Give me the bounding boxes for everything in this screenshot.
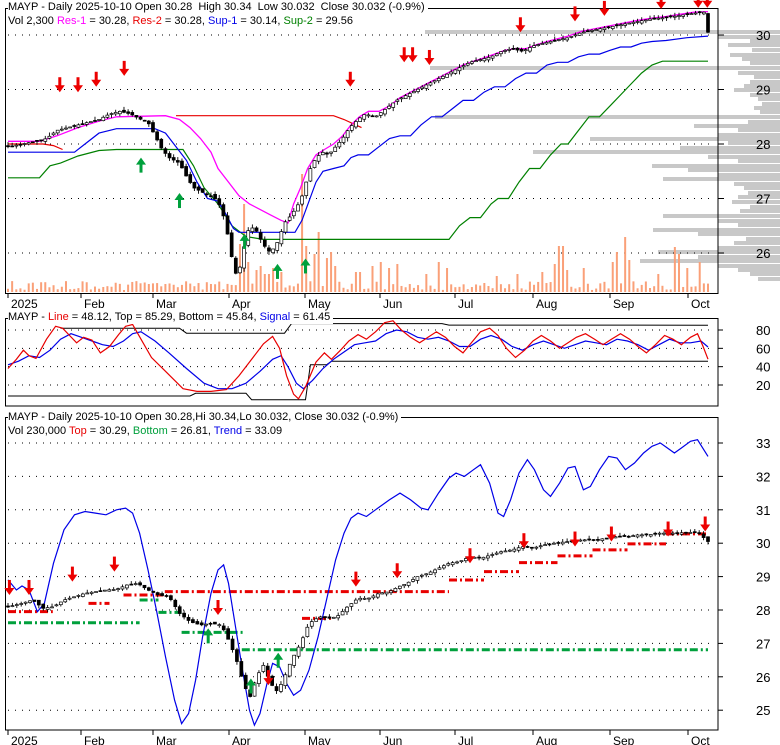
secondary-chart-legend: Vol 230,000 Top = 30.29, Bottom = 26.81,… (8, 425, 286, 438)
axis-label: Mar (156, 297, 177, 311)
axis-label: Jul (458, 297, 473, 311)
axis-label: 29 (756, 570, 770, 585)
axis-label: Feb (84, 297, 105, 311)
axis-label: May (308, 297, 331, 311)
oscillator-chart-title: MAYP - Line = 48.12, Top = 85.29, Bottom… (8, 311, 334, 324)
axis-label: 30 (756, 28, 770, 43)
axis-label: 27 (756, 192, 770, 207)
axis-label: 31 (756, 503, 770, 518)
axis-label: Aug (536, 297, 557, 311)
main-chart-title: MAYP - Daily 2025-10-10 Open 30.28 High … (8, 1, 428, 14)
axis-label: 20 (756, 378, 770, 393)
axis-label: Sep (613, 297, 635, 311)
axis-label: 2025 (11, 297, 38, 311)
axis-label: Aug (536, 734, 557, 745)
axis-label: 80 (756, 323, 770, 338)
main-price-chart-canvas: 30 29 28 27 26 2025 Feb Mar Apr May Jun Jul Aug Sep Oc… (5, 0, 780, 311)
axis-label: 32 (756, 469, 770, 484)
axis-label: 30 (756, 536, 770, 551)
axis-label: 40 (756, 360, 770, 375)
axis-label: Oct (691, 734, 710, 745)
axis-label: 33 (756, 436, 770, 451)
oscillator-chart-canvas: 80 60 40 20 (5, 318, 770, 407)
axis-label: Jun (383, 734, 402, 745)
main-chart-legend: Vol 2,300 Res-1 = 30.28, Res-2 = 30.28, … (8, 15, 356, 28)
axis-label: 28 (756, 603, 770, 618)
axis-label: 26 (756, 246, 770, 261)
axis-label: 29 (756, 83, 770, 98)
axis-label: Feb (84, 734, 105, 745)
axis-label: 28 (756, 137, 770, 152)
axis-label: Mar (156, 734, 177, 745)
axis-label: May (308, 734, 331, 745)
axis-label: Sep (613, 734, 635, 745)
axis-label: 27 (756, 636, 770, 651)
secondary-chart-title: MAYP - Daily 2025-10-10 Open 30.28,Hi 30… (8, 411, 402, 424)
secondary-price-chart-canvas: 33 32 31 30 29 28 27 26 25 2025 Feb Mar Apr May Jun Jul… (4, 417, 770, 745)
axis-label: Apr (232, 297, 251, 311)
axis-label: 60 (756, 341, 770, 356)
axis-label: 2025 (11, 734, 38, 745)
axis-label: Jul (458, 734, 473, 745)
axis-label: Oct (691, 297, 710, 311)
axis-label: 26 (756, 670, 770, 685)
axis-label: Apr (232, 734, 251, 745)
axis-label: Jun (383, 297, 402, 311)
axis-label: 25 (756, 703, 770, 718)
